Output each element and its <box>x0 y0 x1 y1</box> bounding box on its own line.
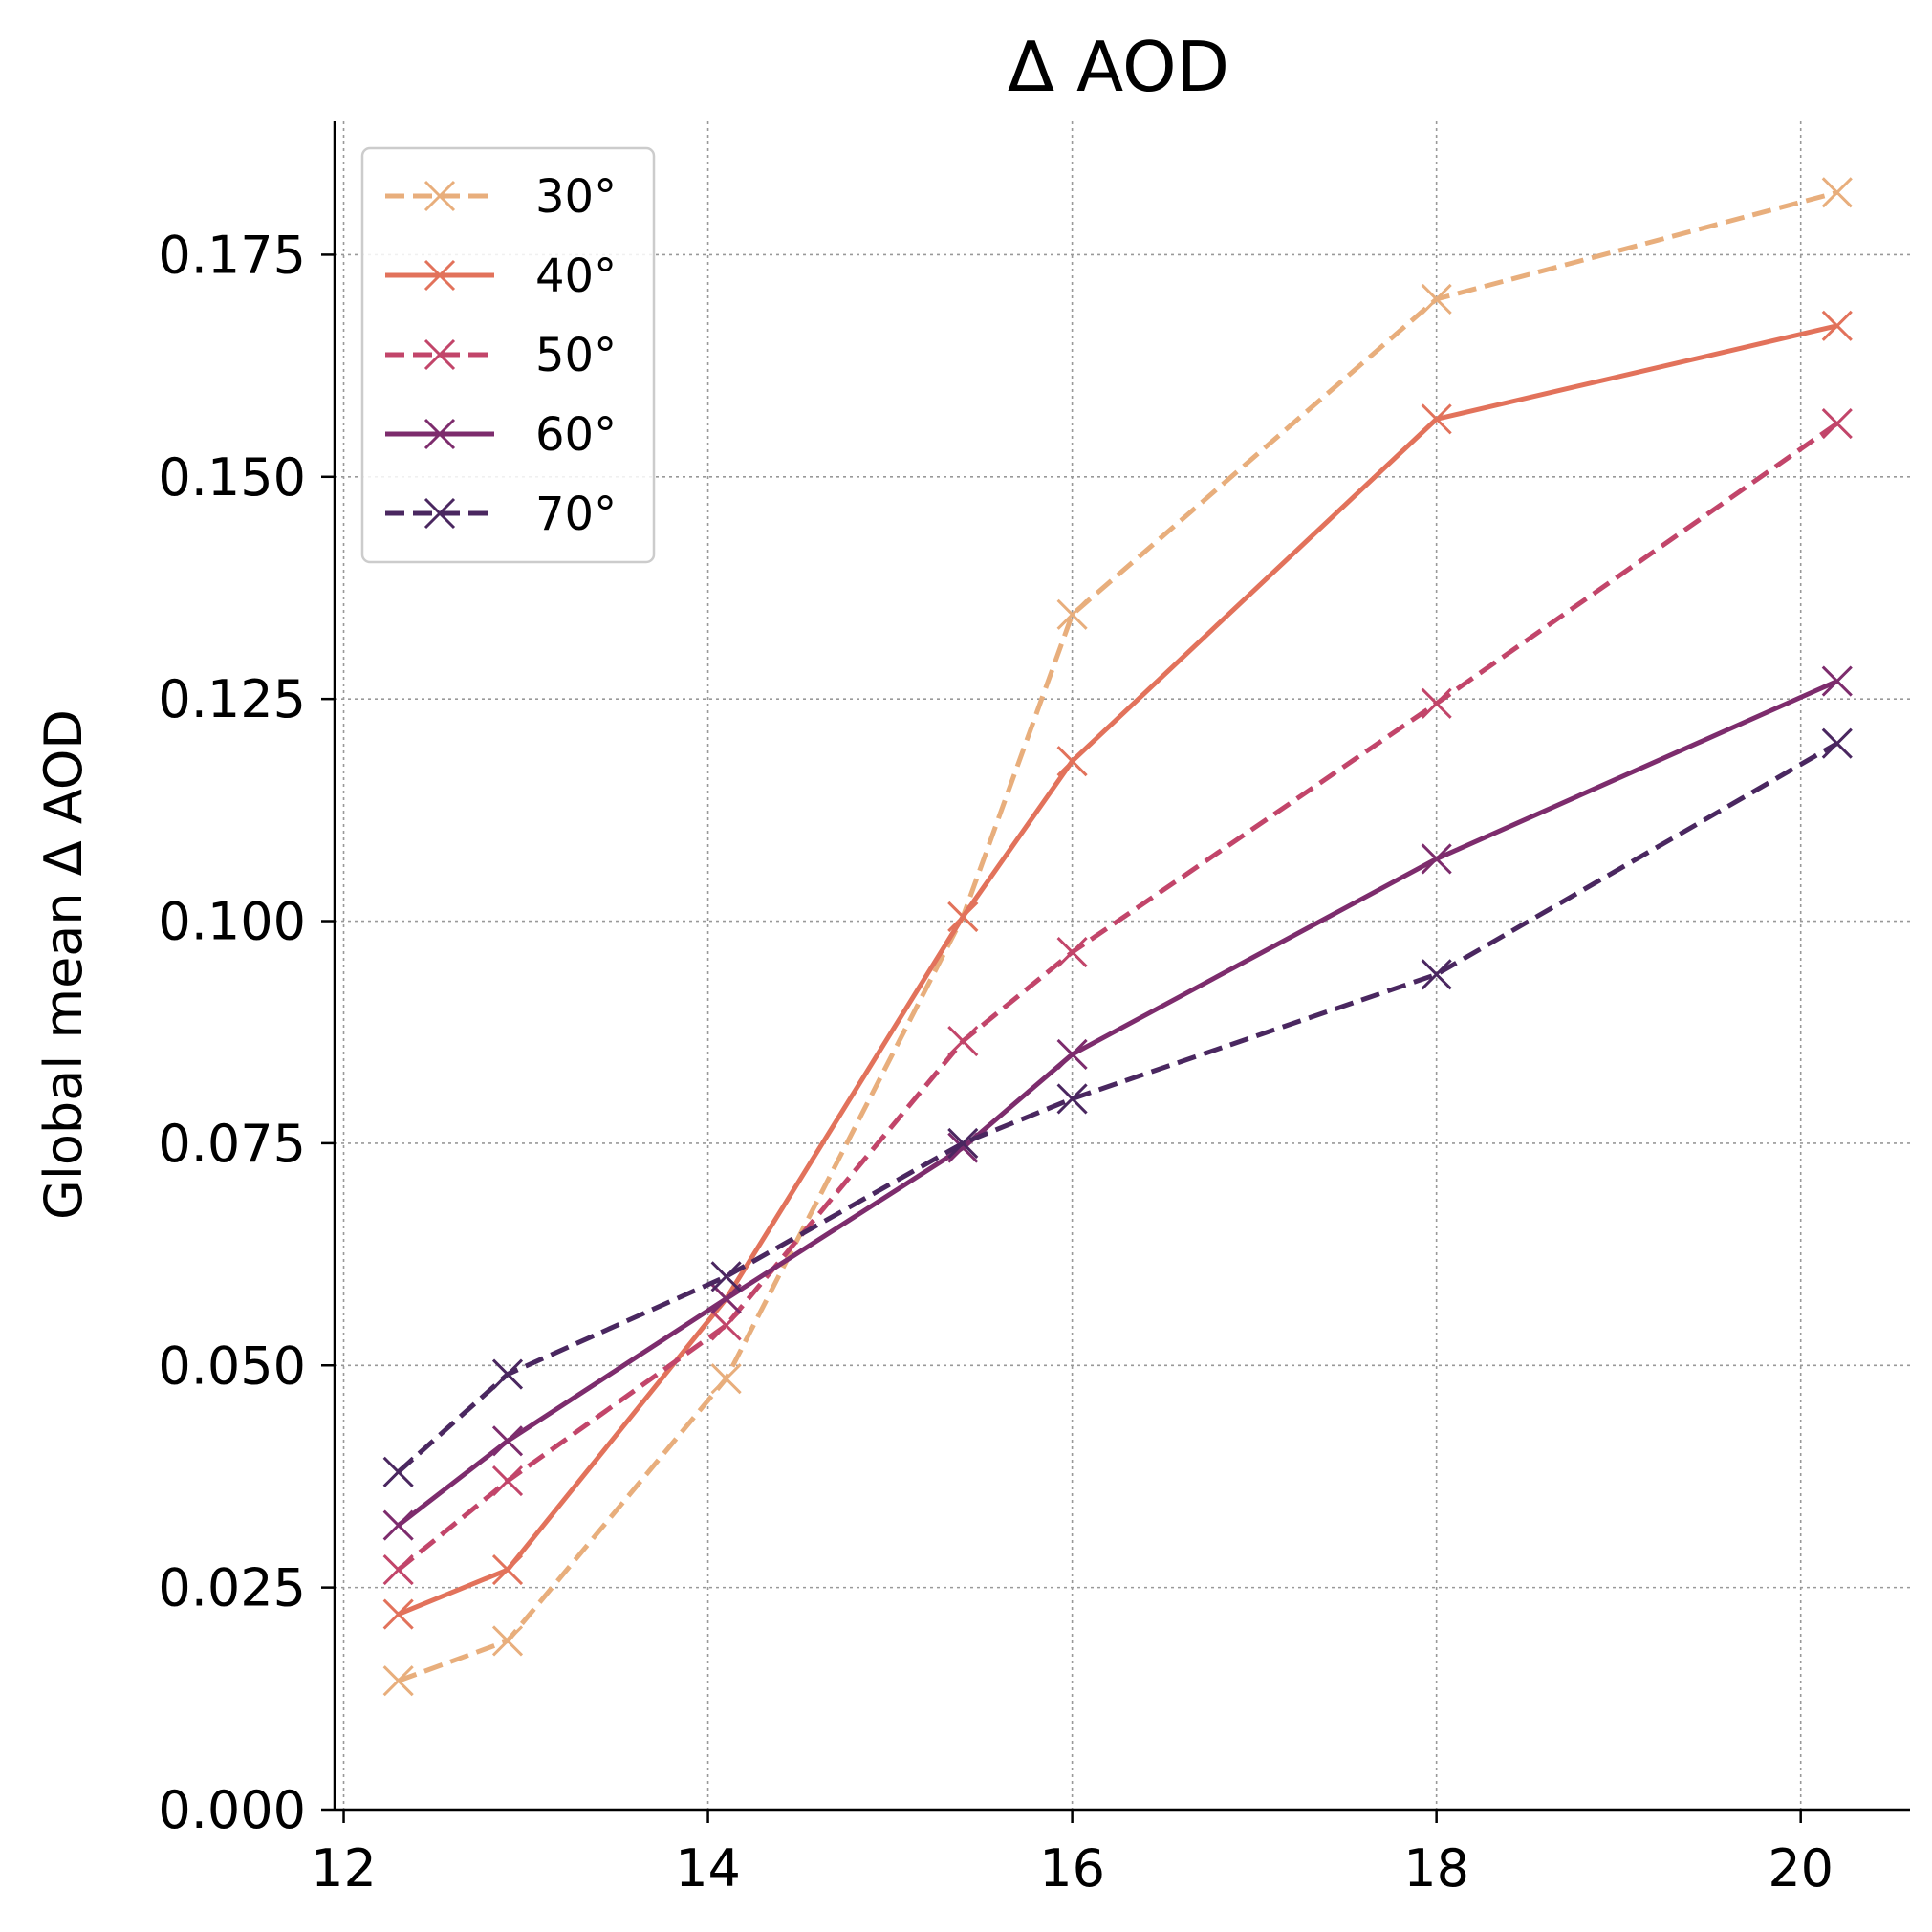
data-point-marker <box>947 901 979 932</box>
series-60 <box>382 665 1853 1541</box>
legend-marker <box>423 259 456 292</box>
x-tick-label: 14 <box>675 1838 741 1899</box>
chart-title: Δ AOD <box>1008 27 1229 107</box>
data-point-marker <box>1056 598 1088 630</box>
data-point-marker <box>710 1310 742 1341</box>
data-point-marker <box>1421 283 1452 315</box>
data-point-marker <box>1056 1038 1088 1071</box>
legend-frame <box>360 146 656 564</box>
data-point-marker <box>1821 177 1853 208</box>
legend-label: 70° <box>535 488 617 541</box>
data-point-marker <box>947 1127 979 1159</box>
data-point-marker <box>1421 403 1452 435</box>
legend-item: 60° <box>385 408 617 462</box>
data-point-marker <box>710 1261 742 1292</box>
data-point-marker <box>382 1665 414 1697</box>
x-tick-label: 20 <box>1768 1838 1834 1899</box>
legend-label: 40° <box>535 250 617 303</box>
data-point-marker <box>1821 727 1853 759</box>
y-tick-label: 0.000 <box>158 1780 306 1840</box>
y-axis-ticks: 0.000 0.025 0.050 0.075 0.100 0.125 0.150 0.175 <box>158 225 335 1840</box>
data-point-marker <box>491 1465 524 1497</box>
data-point-marker <box>1421 843 1452 875</box>
x-tick-label: 18 <box>1403 1838 1469 1899</box>
legend-marker <box>423 497 456 530</box>
data-point-marker <box>382 1456 414 1487</box>
data-point-marker <box>1056 1083 1088 1115</box>
series-70 <box>382 727 1853 1487</box>
legend-label: 30° <box>535 170 617 224</box>
y-tick-label: 0.025 <box>158 1558 306 1618</box>
legend-label: 50° <box>535 329 617 382</box>
data-point-marker <box>1421 687 1452 719</box>
y-tick-label: 0.175 <box>158 225 306 285</box>
data-point-marker <box>1056 746 1088 777</box>
data-point-marker <box>1056 936 1088 968</box>
y-tick-label: 0.150 <box>158 447 306 508</box>
data-point-marker <box>382 1598 414 1630</box>
data-point-marker <box>1821 407 1853 440</box>
data-point-marker <box>710 1363 742 1395</box>
y-tick-label: 0.125 <box>158 669 306 729</box>
data-point-marker <box>947 1025 979 1057</box>
y-axis-label: Global mean Δ AOD <box>33 709 94 1220</box>
data-point-marker <box>382 1509 414 1541</box>
legend-marker <box>423 338 456 371</box>
legend-item: 30° <box>385 170 617 224</box>
data-point-marker <box>382 1553 414 1586</box>
data-point-marker <box>491 1625 524 1657</box>
data-point-marker <box>1821 665 1853 697</box>
data-point-marker <box>1821 310 1853 341</box>
y-tick-label: 0.075 <box>158 1114 306 1174</box>
series-layer <box>382 177 1853 1697</box>
x-tick-label: 16 <box>1039 1838 1105 1899</box>
data-point-marker <box>1421 959 1452 990</box>
data-point-marker <box>710 1283 742 1314</box>
legend-item: 40° <box>385 250 617 303</box>
legend-item: 50° <box>385 329 617 382</box>
x-axis-ticks: 12 14 16 18 20 <box>311 1810 1834 1899</box>
y-tick-label: 0.050 <box>158 1335 306 1396</box>
y-tick-label: 0.100 <box>158 892 306 952</box>
x-tick-label: 12 <box>311 1838 377 1899</box>
series-50 <box>382 407 1853 1586</box>
legend-item: 70° <box>385 488 617 541</box>
legend-marker <box>423 418 456 450</box>
data-point-marker <box>491 1358 524 1390</box>
legend-marker <box>423 180 456 212</box>
data-point-marker <box>491 1425 524 1457</box>
data-point-marker <box>491 1553 524 1586</box>
legend: 30° 40° 50° 60° 70° <box>360 146 656 564</box>
legend-label: 60° <box>535 408 617 462</box>
